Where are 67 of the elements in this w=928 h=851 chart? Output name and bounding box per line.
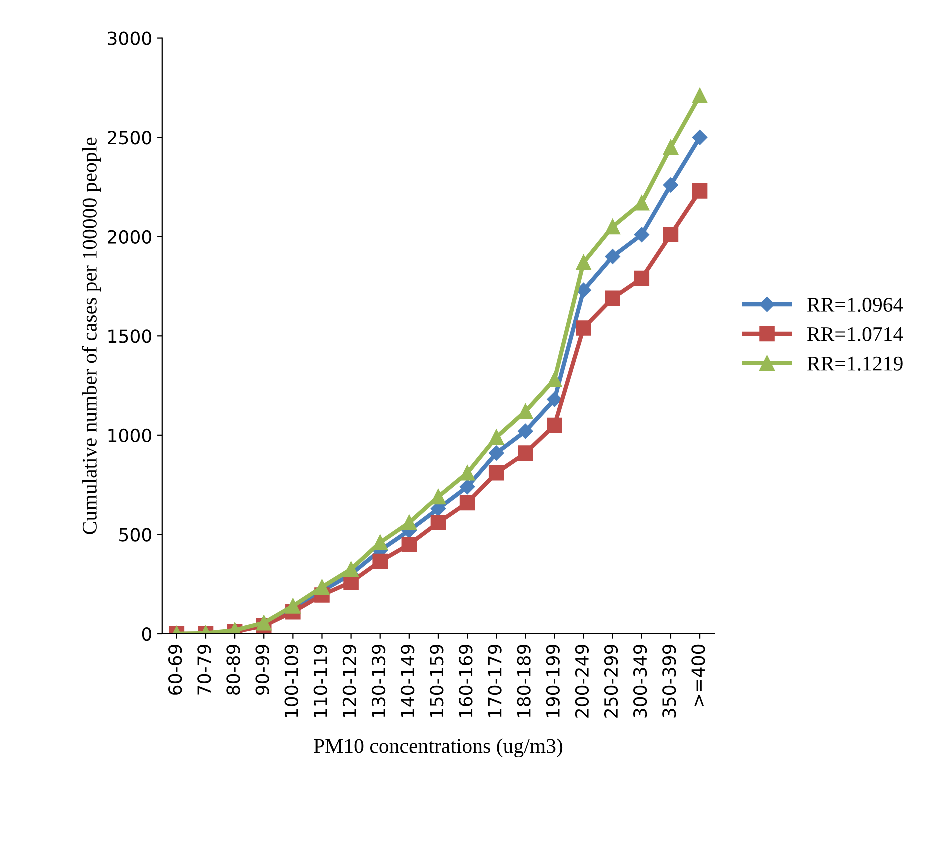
point xyxy=(518,446,534,461)
point xyxy=(663,227,679,243)
point xyxy=(663,178,679,193)
x-tick-label: 250-299 xyxy=(604,644,618,718)
point xyxy=(605,249,620,264)
x-axis-title: PM10 concentrations (ug/m3) xyxy=(314,738,563,758)
point xyxy=(547,392,562,408)
x-tick-label: 100-109 xyxy=(284,644,298,718)
y-tick-label: 500 xyxy=(120,528,152,542)
y-tick-label: 1000 xyxy=(108,428,152,443)
point xyxy=(372,554,388,570)
point xyxy=(460,466,476,481)
x-tick-label: 60-69 xyxy=(168,644,182,695)
x-tick-label: 120-129 xyxy=(342,644,357,718)
point xyxy=(576,320,592,336)
x-tick-label: 190-199 xyxy=(546,644,560,718)
point xyxy=(488,430,504,446)
y-tick-label: 0 xyxy=(142,627,152,642)
x-tick-label: 300-349 xyxy=(633,644,648,718)
point xyxy=(692,88,708,104)
x-tick-label: 350-399 xyxy=(662,644,676,718)
x-tick-label: 160-169 xyxy=(459,644,473,718)
y-tick-label: 1500 xyxy=(108,330,152,344)
y-tick-label: 2500 xyxy=(108,131,152,145)
point xyxy=(372,535,388,550)
x-tick-label: 70-79 xyxy=(198,644,212,695)
y-tick-label: 2000 xyxy=(108,230,152,244)
x-tick-label: 200-249 xyxy=(575,644,590,718)
point xyxy=(344,562,359,578)
point xyxy=(692,184,708,199)
legend-label: RR=1.0714 xyxy=(807,327,904,342)
point xyxy=(605,290,620,306)
point xyxy=(460,495,476,511)
x-tick-label: 130-139 xyxy=(372,644,386,718)
point xyxy=(663,140,679,156)
x-tick-label: 170-179 xyxy=(488,644,502,718)
y-tick-label: 3000 xyxy=(108,32,152,46)
point xyxy=(286,598,301,614)
y-axis-title: Cumulative number of cases per 100000 people xyxy=(82,138,102,534)
point xyxy=(634,227,650,242)
point xyxy=(402,537,418,552)
point xyxy=(488,466,504,481)
x-tick-label: 80-89 xyxy=(226,644,240,695)
point xyxy=(489,446,504,461)
point xyxy=(460,479,476,495)
legend-label: RR=1.0964 xyxy=(807,298,904,312)
point xyxy=(518,404,534,420)
point xyxy=(634,195,650,211)
x-tick-label: 110-119 xyxy=(314,644,328,718)
legend-label: RR=1.1219 xyxy=(807,356,903,371)
point xyxy=(430,515,446,530)
point xyxy=(518,424,534,440)
x-tick-label: 140-149 xyxy=(401,644,415,718)
point xyxy=(634,270,650,286)
point xyxy=(430,489,446,505)
point xyxy=(576,282,592,298)
x-tick-label: 150-159 xyxy=(430,644,444,718)
x-tick-label: >=400 xyxy=(692,644,706,707)
point xyxy=(605,219,620,235)
point xyxy=(547,372,562,388)
x-tick-label: 180-189 xyxy=(517,644,531,718)
point xyxy=(314,580,330,595)
x-tick-label: 90-99 xyxy=(256,644,270,696)
point xyxy=(692,130,708,146)
point xyxy=(547,418,562,434)
point xyxy=(402,515,418,530)
point xyxy=(576,255,592,270)
